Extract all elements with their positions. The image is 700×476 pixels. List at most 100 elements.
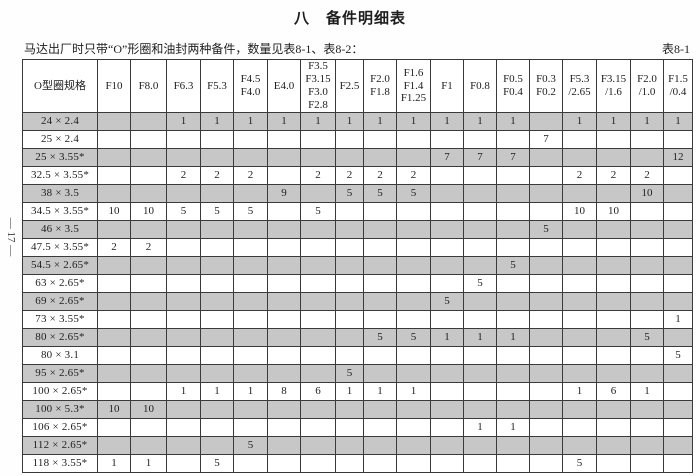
- quantity-cell: [233, 454, 268, 473]
- quantity-cell: [630, 400, 664, 419]
- quantity-cell: 5: [363, 328, 397, 347]
- table-row: 80 × 2.65* 5 5 1 1 1 5: [22, 328, 693, 347]
- row-label: 80 × 2.65*: [22, 328, 98, 347]
- quantity-cell: [663, 130, 693, 149]
- quantity-cell: [430, 310, 464, 329]
- quantity-cell: [267, 274, 301, 293]
- quantity-cell: [267, 400, 301, 419]
- quantity-cell: [335, 400, 364, 419]
- quantity-cell: [233, 364, 268, 383]
- quantity-cell: [630, 346, 664, 365]
- quantity-cell: [463, 436, 497, 455]
- quantity-cell: [233, 328, 268, 347]
- quantity-cell: 1: [663, 310, 693, 329]
- table-row: 100 × 5.3* 10 10: [22, 400, 693, 419]
- quantity-cell: 1: [496, 418, 530, 437]
- quantity-cell: [663, 184, 693, 203]
- quantity-cell: [97, 148, 131, 167]
- quantity-cell: [562, 220, 597, 239]
- quantity-cell: [430, 220, 464, 239]
- quantity-cell: [300, 274, 336, 293]
- quantity-cell: [130, 310, 167, 329]
- quantity-cell: [396, 274, 431, 293]
- row-label: 106 × 2.65*: [22, 418, 98, 437]
- quantity-cell: 2: [562, 166, 597, 185]
- quantity-cell: 5: [233, 202, 268, 221]
- quantity-cell: [233, 310, 268, 329]
- quantity-cell: [463, 202, 497, 221]
- quantity-cell: 1: [233, 112, 268, 131]
- quantity-cell: [630, 364, 664, 383]
- table-row: 32.5 × 3.55* 2 2 2 2 2 2 2 2 2 2: [22, 166, 693, 185]
- table-row: 34.5 × 3.55* 10 10 5 5 5 5 10 10: [22, 202, 693, 221]
- column-header: F0.8: [463, 59, 497, 113]
- column-header: F5.3: [200, 59, 234, 113]
- quantity-cell: [267, 346, 301, 365]
- quantity-cell: [630, 220, 664, 239]
- quantity-cell: 7: [463, 148, 497, 167]
- quantity-cell: [396, 238, 431, 257]
- quantity-cell: [430, 166, 464, 185]
- quantity-cell: [335, 220, 364, 239]
- quantity-cell: [267, 436, 301, 455]
- corner-header: O型圈规格: [22, 59, 98, 113]
- quantity-cell: [363, 148, 397, 167]
- quantity-cell: [529, 184, 563, 203]
- quantity-cell: [529, 112, 563, 131]
- quantity-cell: [166, 184, 201, 203]
- table-row: 118 × 3.55* 1 1 5 5: [22, 454, 693, 473]
- quantity-cell: 10: [130, 202, 167, 221]
- quantity-cell: [529, 202, 563, 221]
- quantity-cell: 1: [335, 382, 364, 401]
- intro-text: 马达出厂时只带“O”形圈和油封两种备件，数量见表8-1、表8-2：: [24, 42, 364, 56]
- quantity-cell: 7: [529, 130, 563, 149]
- row-label: 25 × 2.4: [22, 130, 98, 149]
- quantity-cell: [529, 274, 563, 293]
- quantity-cell: [463, 310, 497, 329]
- quantity-cell: [463, 364, 497, 383]
- quantity-cell: [200, 184, 234, 203]
- quantity-cell: 2: [166, 166, 201, 185]
- quantity-cell: [430, 184, 464, 203]
- quantity-cell: [200, 418, 234, 437]
- spares-table: O型圈规格 F10 F8.0 F6.3 F5.3 F4.5 F4.0 E4.0 F3.5 F3.1…: [22, 59, 693, 473]
- quantity-cell: [562, 418, 597, 437]
- quantity-cell: [596, 148, 631, 167]
- quantity-cell: 7: [430, 148, 464, 167]
- quantity-cell: [430, 454, 464, 473]
- quantity-cell: [562, 346, 597, 365]
- row-label: 73 × 3.55*: [22, 310, 98, 329]
- quantity-cell: [300, 292, 336, 311]
- quantity-cell: 2: [335, 166, 364, 185]
- quantity-cell: [200, 310, 234, 329]
- quantity-cell: [363, 238, 397, 257]
- quantity-cell: [130, 256, 167, 275]
- quantity-cell: [430, 274, 464, 293]
- quantity-cell: [200, 256, 234, 275]
- quantity-cell: [463, 166, 497, 185]
- quantity-cell: [363, 310, 397, 329]
- quantity-cell: 1: [396, 382, 431, 401]
- quantity-cell: [363, 130, 397, 149]
- quantity-cell: [396, 310, 431, 329]
- quantity-cell: [335, 292, 364, 311]
- quantity-cell: [130, 274, 167, 293]
- quantity-cell: [267, 256, 301, 275]
- quantity-cell: [562, 310, 597, 329]
- quantity-cell: [335, 454, 364, 473]
- quantity-cell: 1: [300, 112, 336, 131]
- quantity-cell: 5: [663, 346, 693, 365]
- table-row: 100 × 2.65* 1 1 1 8 6 1 1 1 1 6 1: [22, 382, 693, 401]
- quantity-cell: [463, 220, 497, 239]
- quantity-cell: [596, 400, 631, 419]
- quantity-cell: [630, 418, 664, 437]
- quantity-cell: [130, 166, 167, 185]
- quantity-cell: 1: [166, 382, 201, 401]
- quantity-cell: [430, 418, 464, 437]
- quantity-cell: 7: [496, 148, 530, 167]
- column-header: F2.0/1.0: [630, 59, 664, 113]
- quantity-cell: 5: [396, 328, 431, 347]
- column-header: E4.0: [267, 59, 301, 113]
- column-header: F6.3: [166, 59, 201, 113]
- quantity-cell: [463, 382, 497, 401]
